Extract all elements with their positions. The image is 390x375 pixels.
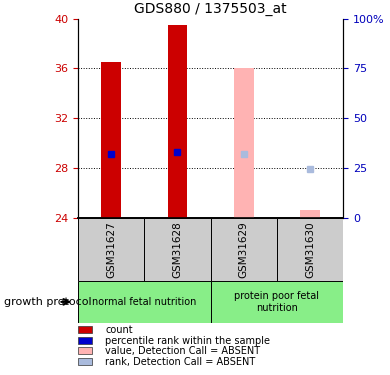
Bar: [234, 68, 254, 218]
Bar: [144, 217, 211, 281]
Title: GDS880 / 1375503_at: GDS880 / 1375503_at: [134, 2, 287, 16]
Bar: [101, 62, 121, 217]
Bar: [277, 217, 343, 281]
Text: growth protocol: growth protocol: [4, 297, 92, 307]
Text: GSM31628: GSM31628: [172, 221, 183, 278]
Text: count: count: [105, 325, 133, 335]
Bar: [211, 217, 277, 281]
Text: GSM31629: GSM31629: [239, 221, 249, 278]
Bar: [300, 210, 320, 218]
Text: rank, Detection Call = ABSENT: rank, Detection Call = ABSENT: [105, 357, 255, 366]
Text: normal fetal nutrition: normal fetal nutrition: [92, 297, 197, 307]
Bar: [78, 217, 144, 281]
Text: percentile rank within the sample: percentile rank within the sample: [105, 336, 270, 345]
Text: protein poor fetal
nutrition: protein poor fetal nutrition: [234, 291, 319, 313]
Text: value, Detection Call = ABSENT: value, Detection Call = ABSENT: [105, 346, 261, 356]
Text: GSM31630: GSM31630: [305, 221, 315, 278]
Text: GSM31627: GSM31627: [106, 221, 116, 278]
Bar: [78, 281, 211, 322]
Bar: [211, 281, 343, 322]
Bar: [167, 25, 187, 217]
